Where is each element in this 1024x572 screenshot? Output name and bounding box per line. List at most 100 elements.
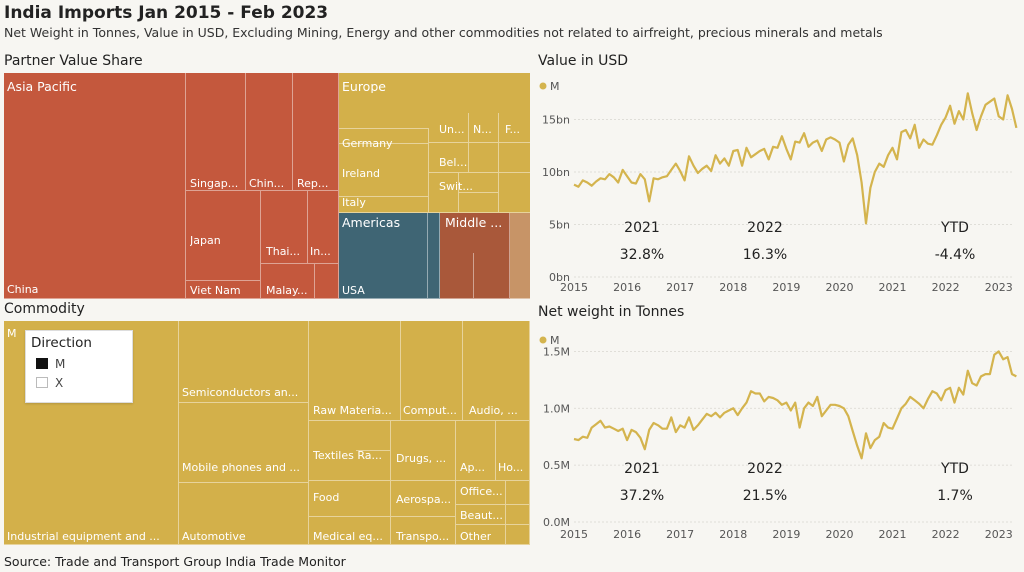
legend-title: Direction	[31, 335, 92, 351]
annotation-value: 16.3%	[743, 247, 787, 263]
partner-label-malay: Malay...	[266, 284, 308, 297]
x-tick-label: 2019	[772, 281, 800, 294]
treemap-tile[interactable]	[429, 143, 469, 173]
treemap-tile-comput[interactable]	[401, 321, 463, 421]
partner-label-un: Un...	[439, 123, 465, 136]
treemap-tile[interactable]	[459, 193, 499, 213]
annotation-label: YTD	[940, 220, 969, 236]
treemap-tile-raw[interactable]	[309, 321, 401, 421]
commodity-label-m: M	[7, 327, 17, 340]
legend-swatch-x[interactable]	[36, 377, 48, 388]
commodity-label-audio: Audio, ...	[469, 404, 518, 417]
treemap-tile-singapore[interactable]	[186, 73, 246, 191]
series-line-M[interactable]	[573, 350, 1017, 460]
x-tick-label: 2021	[879, 528, 907, 541]
partner-label-singapore: Singap...	[190, 177, 239, 190]
commodity-label-mobile: Mobile phones and ...	[182, 461, 300, 474]
treemap-tile-ho[interactable]	[496, 421, 530, 481]
treemap-tile[interactable]	[499, 113, 530, 143]
value-usd-line-chart: M 0bn 5bn 10bn 15bn 2015 2016 2017 2018 2019 2020 2…	[539, 80, 1018, 294]
treemap-tile-automotive[interactable]	[179, 483, 309, 545]
treemap-tile-china[interactable]	[4, 73, 186, 299]
treemap-tile-ireland[interactable]	[339, 167, 429, 197]
y-tick-label: 0bn	[549, 271, 570, 284]
partner-label-china: China	[7, 283, 39, 296]
commodity-label-medical: Medical eq...	[313, 530, 383, 543]
annotation-label: 2022	[747, 461, 783, 477]
y-tick-label: 1.0M	[543, 402, 570, 415]
treemap-tile-rep[interactable]	[293, 73, 339, 191]
x-tick-label: 2021	[879, 281, 907, 294]
treemap-tile-in[interactable]	[308, 191, 339, 264]
annotation-label: YTD	[940, 461, 969, 477]
treemap-tile-mobile[interactable]	[179, 403, 309, 483]
treemap-tile-thai[interactable]	[261, 191, 308, 264]
treemap-tile[interactable]	[469, 113, 499, 143]
treemap-tile[interactable]	[414, 451, 456, 481]
treemap-tile[interactable]	[339, 143, 429, 144]
direction-legend: Direction M X	[25, 330, 133, 403]
partner-treemap-title: Partner Value Share	[4, 53, 143, 69]
treemap-tile[interactable]	[440, 253, 474, 299]
annotation-value: 21.5%	[743, 488, 787, 504]
treemap-tile-japan[interactable]	[186, 191, 261, 281]
treemap-tile-semis[interactable]	[179, 321, 309, 403]
treemap-tile[interactable]	[510, 268, 530, 299]
treemap-tile[interactable]	[428, 263, 440, 299]
treemap-tile[interactable]	[429, 113, 469, 143]
partner-label-f: F...	[505, 123, 521, 136]
treemap-tile-chin2[interactable]	[246, 73, 293, 191]
treemap-tile-other[interactable]	[456, 525, 506, 545]
treemap-tile[interactable]	[506, 525, 530, 545]
y-tick-label: 5bn	[549, 219, 570, 232]
treemap-tile-aerospa[interactable]	[391, 481, 456, 517]
partner-label-thai: Thai...	[266, 245, 300, 258]
treemap-tile-beaut[interactable]	[456, 505, 506, 525]
treemap-tile[interactable]	[459, 173, 499, 193]
treemap-tile[interactable]	[261, 264, 315, 299]
annotation-value: -4.4%	[935, 247, 976, 263]
annotation-label: 2021	[624, 461, 660, 477]
net-weight-line-chart: M 0.0M 0.5M 1.0M 1.5M 2015 2016 2017 2018 2019 202…	[539, 334, 1017, 541]
treemap-tile-audio[interactable]	[463, 321, 530, 421]
treemap-tile-transpo[interactable]	[391, 517, 456, 545]
treemap-tile[interactable]	[499, 173, 530, 213]
treemap-tile[interactable]	[356, 421, 391, 451]
treemap-tile-italy[interactable]	[339, 197, 429, 213]
treemap-tile[interactable]	[474, 273, 510, 299]
partner-label-usa: USA	[342, 284, 365, 297]
legend-label-x: X	[55, 376, 64, 390]
partner-label-chin2: Chin...	[249, 177, 285, 190]
commodity-label-automotive: Automotive	[182, 530, 246, 543]
treemap-tile-food[interactable]	[309, 481, 391, 517]
legend-label-m: M	[55, 357, 66, 371]
legend-label: M	[550, 80, 560, 93]
treemap-tile[interactable]	[499, 143, 530, 173]
series-line-M[interactable]	[573, 92, 1018, 225]
y-tick-label: 10bn	[542, 166, 570, 179]
treemap-tile-medical[interactable]	[309, 517, 391, 545]
page-title: India Imports Jan 2015 - Feb 2023	[4, 3, 329, 23]
treemap-tile-ap[interactable]	[456, 421, 496, 481]
treemap-tile-viet-nam[interactable]	[186, 281, 261, 299]
commodity-label-food: Food	[313, 491, 340, 504]
treemap-tile[interactable]	[506, 505, 530, 525]
annotation-label: 2021	[624, 220, 660, 236]
treemap-tile[interactable]	[429, 173, 459, 213]
treemap-tile-office[interactable]	[456, 481, 506, 505]
commodity-label-raw: Raw Materia...	[313, 404, 392, 417]
commodity-label-beaut: Beaut...	[460, 509, 503, 522]
legend-dot	[539, 336, 547, 344]
partner-label-n: N...	[473, 123, 492, 136]
treemap-tile[interactable]	[469, 143, 499, 173]
commodity-label-ho: Ho...	[498, 461, 524, 474]
treemap-tile[interactable]	[506, 481, 530, 505]
commodity-label-office: Office...	[460, 485, 503, 498]
commodity-label-drugs: Drugs, ...	[396, 452, 447, 465]
treemap-tile-americas[interactable]	[339, 213, 428, 299]
legend-swatch-m[interactable]	[36, 358, 48, 369]
partner-label-japan: Japan	[190, 234, 221, 247]
x-tick-label: 2022	[932, 281, 960, 294]
treemap-tile[interactable]	[315, 264, 339, 299]
y-tick-label: 15bn	[542, 114, 570, 127]
